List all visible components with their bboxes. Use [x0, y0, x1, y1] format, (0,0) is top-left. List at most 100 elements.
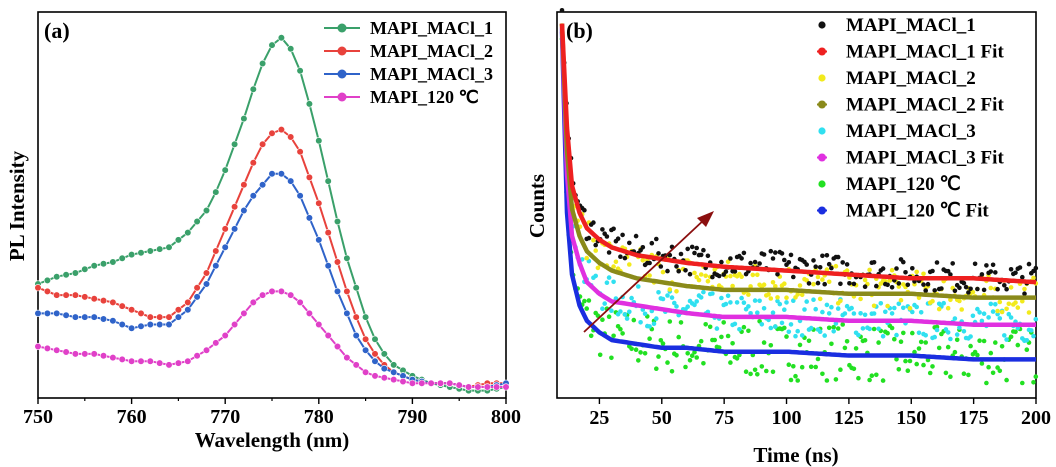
- data-point: [948, 374, 953, 380]
- data-point: [137, 322, 145, 330]
- data-point: [109, 317, 117, 325]
- data-point: [352, 284, 360, 292]
- data-point: [324, 229, 332, 237]
- data-point: [725, 293, 731, 299]
- series-6: [559, 27, 1036, 327]
- data-point: [701, 361, 706, 366]
- data-point: [725, 259, 731, 265]
- arrow-head: [697, 211, 714, 227]
- x-tick-label: 50: [652, 407, 672, 429]
- data-point: [184, 306, 192, 314]
- data-point: [824, 302, 830, 308]
- data-point: [399, 377, 407, 386]
- legend-b: MAPI_MACl_1 MAPI_MACl_1 Fit MAPI_MACl_2 MAP…: [817, 15, 1004, 222]
- legend-item: MAPI_MACl_1: [324, 18, 493, 38]
- data-point: [734, 300, 740, 305]
- data-point: [782, 307, 787, 313]
- data-point: [34, 284, 42, 292]
- data-point: [638, 350, 643, 355]
- data-point: [853, 346, 859, 351]
- data-point: [867, 377, 872, 383]
- data-point: [782, 257, 787, 263]
- data-point: [925, 281, 931, 287]
- data-point: [268, 170, 276, 178]
- data-point: [1004, 286, 1009, 292]
- data-point: [988, 269, 994, 274]
- data-point: [380, 365, 388, 373]
- data-point: [838, 367, 843, 373]
- data-point: [362, 368, 370, 376]
- data-point: [34, 309, 42, 318]
- data-point: [371, 350, 379, 358]
- data-point: [593, 248, 598, 253]
- data-point: [654, 366, 659, 372]
- data-point: [128, 324, 136, 332]
- data-point: [667, 319, 673, 324]
- data-point: [591, 237, 596, 243]
- data-point: [268, 129, 276, 137]
- data-point: [1004, 337, 1009, 342]
- data-point: [799, 364, 805, 370]
- data-point: [773, 324, 778, 329]
- data-point: [914, 304, 919, 310]
- data-point: [240, 181, 248, 189]
- data-point: [793, 373, 798, 379]
- data-point: [910, 309, 915, 315]
- data-point: [654, 316, 659, 321]
- x-tick-label: 770: [210, 406, 240, 428]
- data-point: [737, 327, 742, 332]
- data-point: [174, 359, 182, 367]
- data-point: [770, 256, 776, 261]
- data-point: [597, 352, 603, 358]
- data-point: [791, 274, 796, 280]
- data-point: [932, 334, 937, 340]
- data-point: [584, 255, 589, 261]
- data-point: [979, 318, 985, 324]
- data-point: [683, 364, 688, 370]
- data-point: [782, 281, 787, 287]
- fit-curve: [559, 23, 1037, 285]
- data-point: [939, 286, 944, 291]
- data-point: [957, 298, 962, 304]
- data-point: [871, 326, 877, 332]
- data-point: [62, 271, 70, 279]
- data-point: [287, 45, 295, 53]
- data-point: [618, 254, 623, 259]
- data-point: [757, 298, 762, 304]
- data-point: [901, 330, 906, 336]
- data-point: [613, 259, 619, 265]
- data-point: [918, 339, 924, 345]
- data-point: [773, 284, 778, 289]
- data-point: [118, 320, 126, 329]
- data-point: [1031, 380, 1036, 385]
- data-point: [746, 328, 751, 334]
- data-point: [896, 284, 902, 289]
- data-point: [118, 355, 126, 364]
- data-point: [689, 244, 695, 250]
- data-point: [446, 379, 454, 387]
- data-point: [296, 67, 304, 75]
- data-point: [878, 301, 884, 306]
- data-point: [193, 293, 201, 301]
- data-point: [826, 311, 832, 316]
- x-tick-label: 200: [1021, 407, 1051, 429]
- data-point: [831, 324, 836, 330]
- data-point: [1020, 298, 1025, 304]
- legend-label: MAPI_MACl_3: [846, 121, 976, 142]
- legend-label: MAPI_MACl_1: [370, 18, 493, 38]
- data-point: [851, 281, 857, 287]
- data-point: [820, 277, 825, 282]
- legend-swatch-marker: [337, 92, 347, 102]
- data-point: [788, 322, 794, 327]
- data-point: [957, 325, 962, 330]
- data-point: [835, 326, 841, 331]
- data-point: [390, 368, 398, 376]
- data-point: [593, 273, 598, 279]
- data-point: [728, 360, 733, 365]
- data-point: [997, 316, 1003, 321]
- data-point: [212, 247, 220, 255]
- data-point: [782, 325, 787, 331]
- data-point: [829, 341, 834, 347]
- data-point: [81, 265, 89, 273]
